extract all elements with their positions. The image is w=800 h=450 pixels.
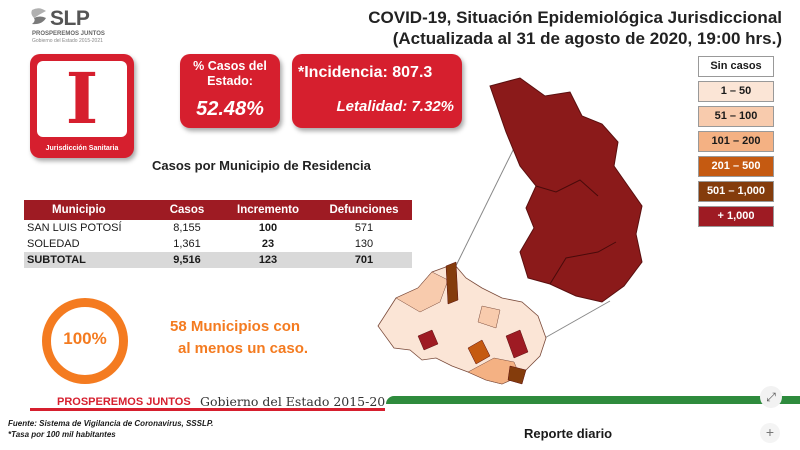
incidence-card: *Incidencia: 807.3 Letalidad: 7.32%	[292, 54, 462, 128]
legend-item: 101 – 200	[698, 131, 774, 152]
table-cell: 9,516	[173, 254, 201, 266]
slp-logo: SLP PROSPEREMOS JUNTOS Gobierno del Esta…	[28, 6, 108, 46]
incidence-value: *Incidencia: 807.3	[298, 64, 433, 81]
coverage-circle: 100%	[42, 298, 128, 384]
jurisdiction-numeral-box: I	[37, 57, 127, 140]
state-map	[377, 263, 547, 385]
legend-item: 51 – 100	[698, 106, 774, 127]
expand-icon[interactable]: ⤢	[760, 386, 782, 408]
jurisdiction-numeral: I	[65, 57, 99, 140]
municipality-region	[505, 329, 529, 359]
table-cell: 1,361	[173, 238, 201, 250]
table-cell: 8,155	[173, 222, 201, 234]
footer-red-line	[30, 408, 385, 411]
table-cell: 100	[258, 222, 278, 234]
table-subtotal-row: SUBTOTAL 9,516 123 701	[24, 252, 412, 268]
column-header: Municipio	[52, 204, 106, 216]
table-row: SAN LUIS POTOSÍ 8,155 100 571	[24, 220, 412, 236]
footer-prosperemos: PROSPEREMOS JUNTOS	[57, 396, 191, 408]
column-header: Incremento	[237, 204, 299, 216]
table-cell: 130	[354, 238, 374, 250]
coverage-percent: 100%	[63, 329, 107, 348]
boundary-line	[535, 179, 599, 197]
percent-cases-card: % Casos del Estado: 52.48%	[180, 54, 280, 128]
logo-text: SLP	[50, 7, 90, 30]
table-cell: 23	[261, 238, 275, 250]
municipality-region	[467, 339, 491, 365]
table-cell: 571	[354, 222, 374, 234]
source-note: Fuente: Sistema de Vigilancia de Coronav…	[8, 419, 214, 428]
municipality-region	[417, 329, 439, 351]
jurisdiction-card: I Jurisdicción Sanitaria	[30, 54, 134, 158]
percent-cases-label: % Casos del Estado:	[193, 59, 267, 88]
legend-item: 1 – 50	[698, 81, 774, 102]
zoomed-municipality	[489, 77, 643, 303]
legend-item: 501 – 1,000	[698, 181, 774, 202]
page-subtitle: (Actualizada al 31 de agosto de 2020, 19…	[392, 29, 782, 48]
map-legend: Sin casos 1 – 50 51 – 100 101 – 200 201 …	[698, 56, 774, 231]
report-label: Reporte diario	[524, 426, 613, 441]
boundary-line	[549, 241, 617, 285]
logo-subtitle: PROSPEREMOS JUNTOS	[32, 31, 105, 37]
footer-gobierno: Gobierno del Estado 2015-2021	[200, 394, 402, 409]
coverage-text-line1: 58 Municipios con	[170, 318, 301, 335]
jurisdiction-label: Jurisdicción Sanitaria	[45, 145, 119, 152]
column-header: Defunciones	[329, 204, 399, 216]
table-cell: SAN LUIS POTOSÍ	[27, 222, 122, 234]
table-header-row: Municipio Casos Incremento Defunciones	[24, 200, 412, 220]
table-cell: SOLEDAD	[27, 238, 80, 250]
percent-cases-value: 52.48%	[196, 98, 264, 120]
table-title: Casos por Municipio de Residencia	[152, 158, 371, 173]
legend-item: Sin casos	[698, 56, 774, 77]
table-cell: 701	[354, 254, 374, 266]
coverage-text-line2: al menos un caso.	[178, 340, 309, 357]
page-title: COVID-19, Situación Epidemiológica Juris…	[368, 8, 782, 27]
connector-line	[445, 135, 521, 287]
footer-green-bar	[386, 396, 800, 408]
municipality-region	[445, 261, 459, 305]
legend-item: + 1,000	[698, 206, 774, 227]
rate-note: *Tasa por 100 mil habitantes	[8, 430, 116, 439]
table-row: SOLEDAD 1,361 23 130	[24, 236, 412, 252]
lethality-value: Letalidad: 7.32%	[336, 98, 454, 115]
cases-table: Municipio Casos Incremento Defunciones S…	[24, 200, 412, 268]
jurisdiction-map	[377, 77, 643, 385]
table-cell: SUBTOTAL	[27, 254, 86, 266]
logo-tagline: Gobierno del Estado 2015-2021	[32, 38, 103, 44]
column-header: Casos	[169, 204, 205, 216]
logo-mark-icon	[31, 8, 46, 25]
plus-icon[interactable]: +	[760, 423, 780, 443]
table-cell: 123	[258, 254, 278, 266]
municipality-region	[507, 365, 527, 385]
municipality-region	[477, 305, 501, 329]
legend-item: 201 – 500	[698, 156, 774, 177]
